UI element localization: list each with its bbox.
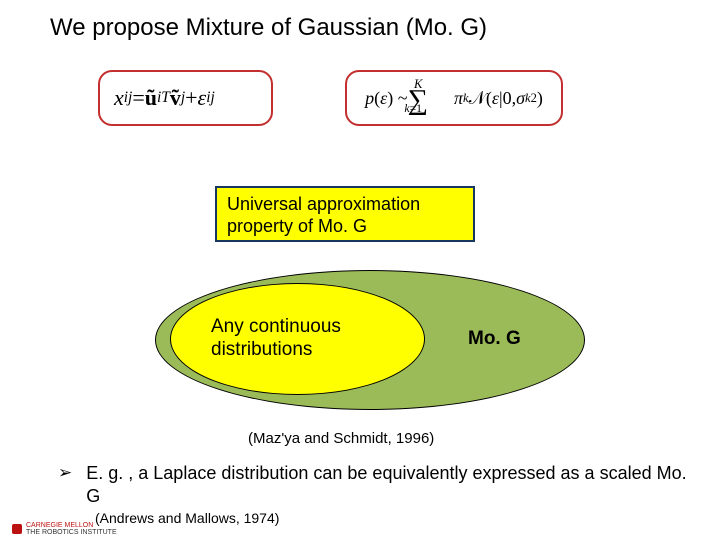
footer-logo: CARNEGIE MELLON THE ROBOTICS INSTITUTE <box>12 522 117 536</box>
bullet-item: ➢ E. g. , a Laplace distribution can be … <box>58 462 690 509</box>
citation-mazya: (Maz'ya and Schmidt, 1996) <box>248 430 434 447</box>
inner-line1: Any continuous <box>211 316 424 339</box>
mog-label: Mo. G <box>468 328 521 350</box>
uap-line2: property of Mo. G <box>227 216 463 238</box>
bullet-icon: ➢ <box>58 462 72 509</box>
logo-line2: THE ROBOTICS INSTITUTE <box>26 529 117 536</box>
bullet-text: E. g. , a Laplace distribution can be eq… <box>86 462 690 509</box>
logo-line1: CARNEGIE MELLON <box>26 522 117 529</box>
inner-line2: distributions <box>211 339 424 362</box>
logo-icon <box>12 524 22 534</box>
venn-inner-ellipse: Any continuous distributions <box>170 283 425 395</box>
page-title: We propose Mixture of Gaussian (Mo. G) <box>50 14 487 42</box>
equation-box-1: xij = ũiTṽj + εij <box>98 70 273 126</box>
uap-line1: Universal approximation <box>227 194 463 216</box>
uap-property-box: Universal approximation property of Mo. … <box>215 186 475 242</box>
citation-andrews: (Andrews and Mallows, 1974) <box>95 510 279 526</box>
equation-box-2: p(ε) ~ ∑Kk=1 πk 𝒩(ε|0, σk2) <box>345 70 563 126</box>
